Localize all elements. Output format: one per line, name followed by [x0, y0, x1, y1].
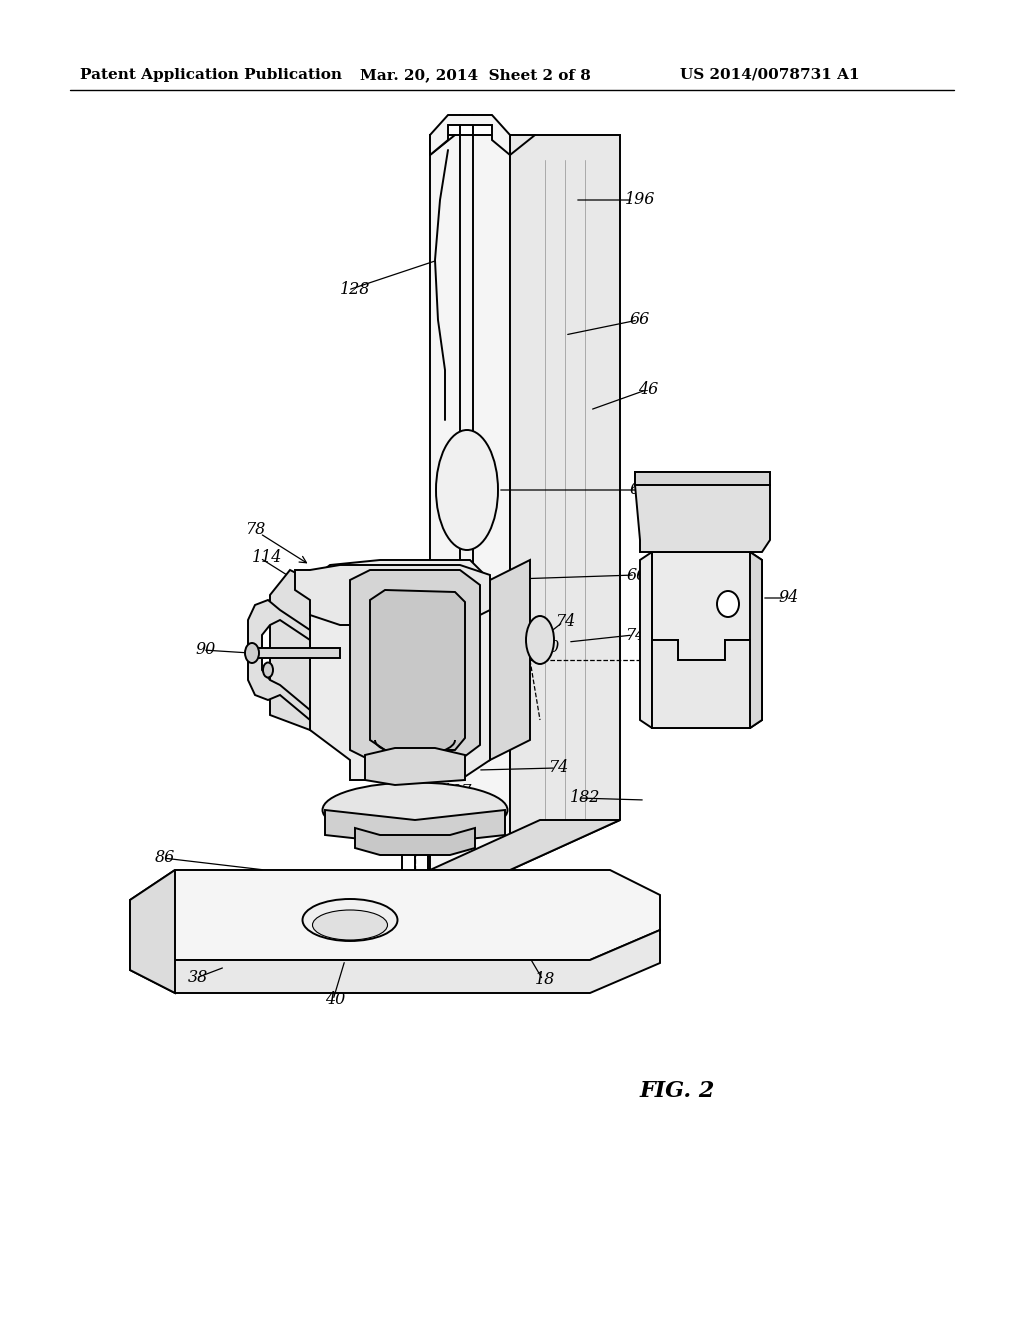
Polygon shape [652, 552, 750, 729]
Text: 90: 90 [195, 642, 215, 659]
Text: 46: 46 [638, 381, 658, 399]
Text: 40: 40 [325, 991, 345, 1008]
Polygon shape [270, 570, 310, 730]
Polygon shape [430, 820, 620, 870]
Polygon shape [652, 640, 750, 729]
Polygon shape [350, 570, 480, 760]
Text: 182: 182 [570, 789, 600, 807]
Polygon shape [252, 648, 340, 657]
Text: 128: 128 [340, 281, 371, 298]
Ellipse shape [436, 430, 498, 550]
Polygon shape [430, 135, 510, 870]
Text: US 2014/0078731 A1: US 2014/0078731 A1 [680, 69, 859, 82]
Polygon shape [635, 473, 770, 552]
Ellipse shape [323, 783, 508, 837]
Polygon shape [635, 473, 770, 484]
Text: FIG. 2: FIG. 2 [640, 1080, 716, 1102]
Text: 86: 86 [155, 850, 175, 866]
Polygon shape [430, 115, 510, 154]
Polygon shape [370, 590, 465, 750]
Text: 38: 38 [188, 969, 208, 986]
Text: 107: 107 [442, 784, 472, 800]
Text: 94: 94 [778, 590, 799, 606]
Text: Patent Application Publication: Patent Application Publication [80, 69, 342, 82]
Polygon shape [310, 560, 490, 780]
Ellipse shape [302, 899, 397, 941]
Polygon shape [325, 810, 505, 845]
Polygon shape [130, 870, 660, 960]
Polygon shape [248, 601, 310, 719]
Text: 74: 74 [548, 759, 568, 776]
Polygon shape [510, 135, 620, 870]
Text: 66: 66 [627, 566, 647, 583]
Polygon shape [295, 565, 490, 624]
Text: Mar. 20, 2014  Sheet 2 of 8: Mar. 20, 2014 Sheet 2 of 8 [360, 69, 591, 82]
Polygon shape [365, 748, 465, 785]
Text: 114: 114 [252, 549, 283, 566]
Ellipse shape [263, 663, 273, 677]
Text: 74: 74 [625, 627, 645, 644]
Polygon shape [355, 828, 475, 855]
Text: 74: 74 [555, 614, 575, 631]
Text: 66: 66 [630, 312, 650, 329]
Polygon shape [750, 552, 762, 729]
Ellipse shape [717, 591, 739, 616]
Text: 18: 18 [535, 972, 555, 989]
Text: 196: 196 [625, 191, 655, 209]
Polygon shape [130, 870, 175, 993]
Ellipse shape [312, 909, 387, 940]
Polygon shape [640, 552, 762, 729]
Polygon shape [490, 560, 530, 760]
Ellipse shape [526, 616, 554, 664]
Text: 50: 50 [540, 639, 560, 656]
Ellipse shape [245, 643, 259, 663]
Text: 62: 62 [630, 482, 650, 499]
Text: 78: 78 [245, 521, 265, 539]
Polygon shape [130, 931, 660, 993]
